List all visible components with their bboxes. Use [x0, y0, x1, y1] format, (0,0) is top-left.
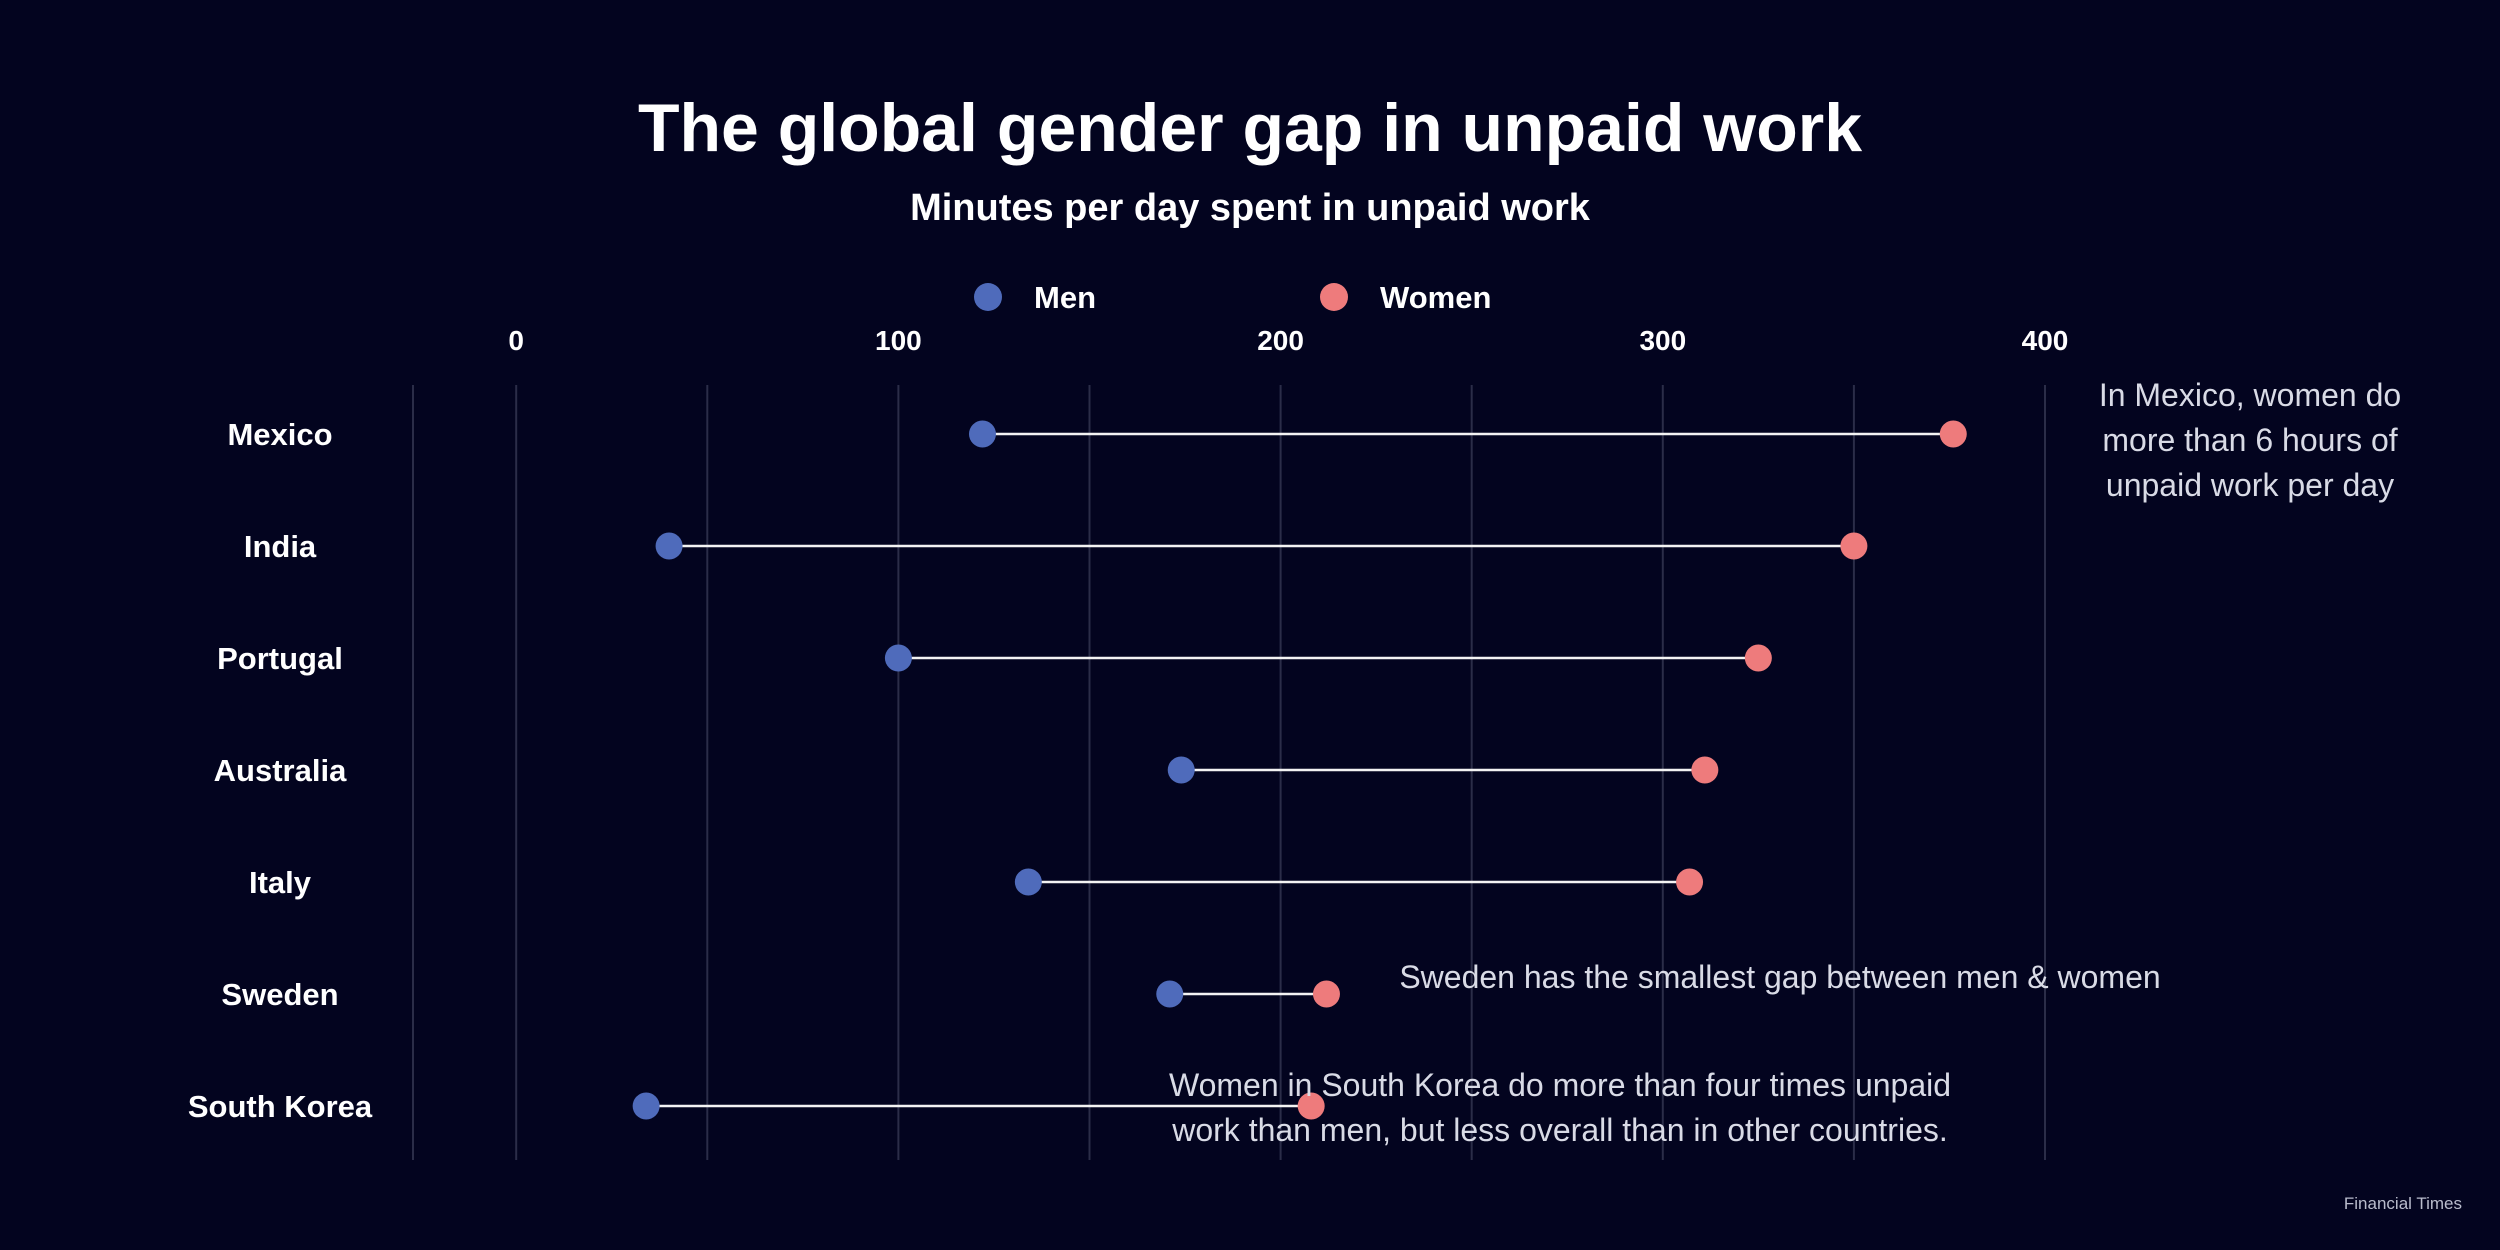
annotation-line: unpaid work per day	[2106, 467, 2394, 503]
category-label: Sweden	[221, 977, 338, 1012]
x-axis-ticks: 0 100 200 300 400	[508, 325, 2068, 356]
category-label: Australia	[214, 753, 347, 788]
annotation: In Mexico, women do more than 6 hours of u…	[2099, 377, 2401, 503]
x-tick-label: 300	[1639, 325, 1686, 356]
men-point	[1014, 868, 1042, 896]
men-point	[884, 644, 912, 672]
x-tick-label: 200	[1257, 325, 1304, 356]
annotation: Sweden has the smallest gap between men …	[1399, 959, 2160, 995]
category-label: India	[244, 529, 317, 564]
women-point	[1676, 868, 1704, 896]
category-label: South Korea	[188, 1089, 373, 1124]
annotation-line: Women in South Korea do more than four t…	[1169, 1067, 1951, 1103]
women-point	[1312, 980, 1340, 1008]
women-point	[1939, 420, 1967, 448]
men-point	[1156, 980, 1184, 1008]
legend-women-marker	[1320, 283, 1348, 311]
annotation-line: more than 6 hours of	[2102, 422, 2397, 458]
legend: Men Women	[974, 280, 1491, 315]
chart-subtitle: Minutes per day spent in unpaid work	[910, 187, 1591, 229]
x-tick-label: 400	[2022, 325, 2069, 356]
legend-women-label: Women	[1380, 280, 1491, 315]
category-labels: Mexico India Portugal Australia Italy Sweden S…	[188, 417, 373, 1124]
men-point	[1167, 756, 1195, 784]
category-label: Mexico	[227, 417, 332, 452]
legend-men-label: Men	[1034, 280, 1096, 315]
x-tick-label: 100	[875, 325, 922, 356]
annotation-line: work than men, but less overall than in …	[1171, 1112, 1948, 1148]
annotation: Women in South Korea do more than four t…	[1169, 1067, 1951, 1148]
women-point	[1297, 1092, 1325, 1120]
men-point	[632, 1092, 660, 1120]
source-credit: Financial Times	[2344, 1194, 2462, 1213]
annotation-line: In Mexico, women do	[2099, 377, 2401, 413]
annotations: In Mexico, women do more than 6 hours of u…	[1169, 377, 2401, 1148]
grid	[412, 385, 2046, 1160]
annotation-line: Sweden has the smallest gap between men …	[1399, 959, 2160, 995]
chart-title: The global gender gap in unpaid work	[638, 90, 1862, 166]
x-tick-label: 0	[508, 325, 524, 356]
data-marks	[632, 420, 1967, 1120]
men-point	[655, 532, 683, 560]
women-point	[1744, 644, 1772, 672]
men-point	[968, 420, 996, 448]
women-point	[1691, 756, 1719, 784]
legend-men-marker	[974, 283, 1002, 311]
women-point	[1840, 532, 1868, 560]
category-label: Italy	[249, 865, 312, 900]
category-label: Portugal	[217, 641, 343, 676]
